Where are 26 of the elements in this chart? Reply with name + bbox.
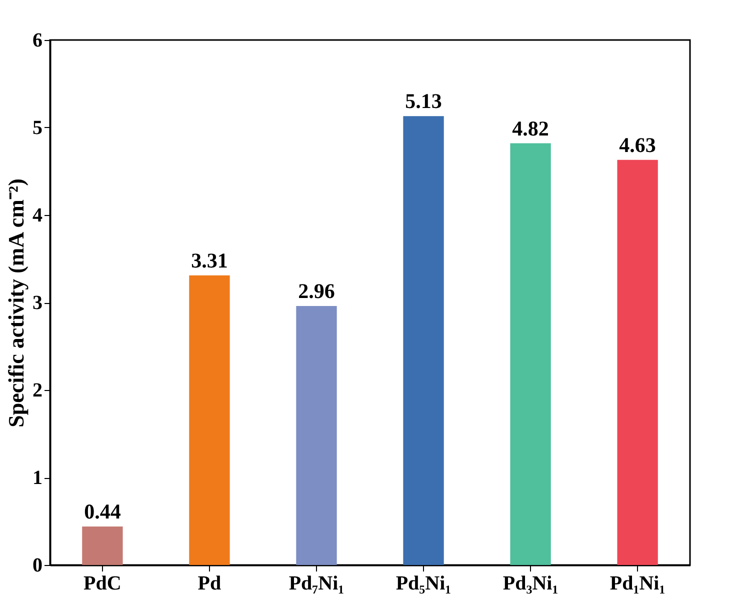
bar bbox=[189, 275, 230, 565]
y-tick-label: 4 bbox=[32, 204, 42, 226]
bar bbox=[403, 116, 444, 565]
y-tick-label: 5 bbox=[32, 117, 42, 139]
y-tick-label: 2 bbox=[32, 380, 42, 402]
y-tick-label: 0 bbox=[32, 554, 42, 576]
x-tick-label: Pd₅Ni₁ bbox=[396, 572, 452, 594]
y-axis-title: Specific activity (mA cm⁻²) bbox=[4, 178, 28, 428]
x-tick-label: Pd₁Ni₁ bbox=[610, 572, 666, 594]
data-label: 4.82 bbox=[512, 116, 549, 140]
data-label: 5.13 bbox=[405, 89, 442, 114]
bar bbox=[510, 143, 551, 565]
data-label: 0.44 bbox=[84, 500, 122, 524]
y-tick-label: 1 bbox=[32, 467, 42, 489]
x-tick-label: Pd₇Ni₁ bbox=[288, 572, 344, 594]
y-tick-label: 6 bbox=[32, 30, 42, 52]
x-tick-label: Pd bbox=[198, 572, 222, 594]
bar bbox=[617, 160, 658, 565]
data-label: 4.63 bbox=[619, 132, 656, 157]
data-label: 3.31 bbox=[191, 248, 228, 272]
x-tick-label: PdC bbox=[84, 572, 122, 594]
data-label: 2.96 bbox=[298, 279, 335, 303]
bar bbox=[82, 526, 123, 565]
x-tick-label: Pd₃Ni₁ bbox=[502, 572, 558, 594]
bar bbox=[296, 306, 337, 565]
y-tick-label: 3 bbox=[32, 292, 42, 314]
